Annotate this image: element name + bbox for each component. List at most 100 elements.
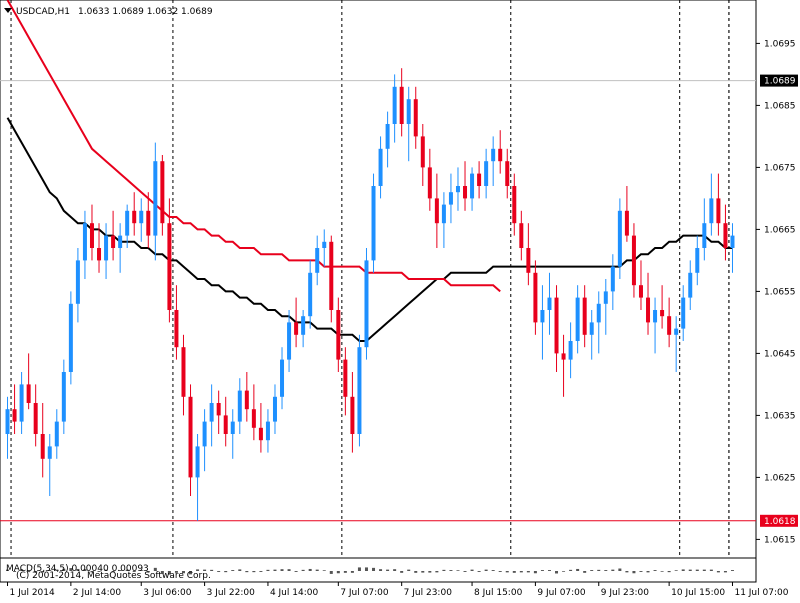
macd-bar [400, 571, 404, 573]
grid-layer [0, 0, 757, 559]
macd-bar [407, 569, 411, 571]
macd-bar [660, 571, 664, 572]
bear-candle [512, 186, 517, 224]
macd-bar [34, 571, 38, 573]
bull-candle [709, 198, 714, 224]
x-tick-label: 9 Jul 07:00 [537, 588, 586, 598]
macd-bar [322, 570, 326, 571]
macd-bar [372, 567, 376, 571]
macd-bar [167, 571, 171, 575]
bull-candle [301, 316, 306, 335]
macd-bar [238, 569, 242, 571]
bear-candle [519, 223, 524, 248]
bear-candle [188, 396, 193, 478]
macd-bar [139, 570, 143, 571]
macd-bar [294, 571, 298, 572]
bear-candle [582, 297, 587, 335]
bull-candle [441, 204, 446, 224]
support-price-label: 1.0618 [764, 517, 796, 527]
bear-candle [477, 173, 482, 186]
bull-candle [392, 86, 397, 124]
bear-candle [463, 186, 468, 199]
macd-bar [477, 571, 481, 572]
current-price-label: 1.0689 [764, 77, 796, 87]
x-tick-label: 9 Jul 23:00 [601, 588, 650, 598]
y-tick-label: 1.0635 [764, 411, 796, 421]
macd-bar [174, 571, 178, 573]
bear-candle [132, 210, 137, 224]
bull-candle [82, 223, 87, 261]
bull-candle [378, 148, 383, 186]
macd-histogram [6, 567, 734, 575]
bear-candle [33, 403, 38, 434]
bull-candle [118, 235, 123, 248]
bear-candle [294, 322, 299, 335]
axis-layer: 1.0695 1.0685 1.0675 1.0665 1.0655 1.0645 1.06… [7, 39, 798, 598]
bear-candle [26, 384, 31, 403]
bull-candle [455, 186, 460, 193]
x-tick-label: 3 Jul 06:00 [143, 588, 192, 598]
macd-bar [611, 569, 615, 571]
macd-bar [350, 571, 354, 573]
macd-bar [125, 569, 129, 571]
macd-bar [456, 570, 460, 571]
macd-bar [695, 569, 699, 571]
macd-bar [62, 568, 66, 571]
bear-candle [244, 390, 249, 410]
bull-candle [695, 248, 700, 273]
bull-candle [125, 210, 130, 236]
macd-bar [266, 569, 270, 571]
macd-bar [716, 571, 720, 573]
bull-candle [280, 359, 285, 397]
bull-candle [653, 310, 658, 323]
macd-bar [217, 571, 221, 572]
bull-candle [540, 310, 545, 323]
macd-bar [512, 571, 516, 573]
macd-bar [245, 571, 249, 573]
bear-candle [258, 427, 263, 441]
macd-bar [470, 569, 474, 571]
macd-bar [83, 569, 87, 571]
x-tick-label: 2 Jul 14:00 [73, 588, 122, 598]
bull-candle [589, 322, 594, 335]
macd-bar [667, 571, 671, 573]
bull-candle [484, 161, 489, 186]
y-tick-label: 1.0665 [764, 225, 796, 235]
x-tick-label: 8 Jul 15:00 [474, 588, 523, 598]
macd-bar [632, 571, 636, 574]
macd-bar [702, 569, 706, 571]
bear-candle [646, 297, 651, 323]
symbol-label: USDCAD,H1 [16, 7, 70, 17]
macd-bar [540, 570, 544, 571]
x-tick-label: 1 Jul 2014 [10, 588, 55, 598]
bear-candle [167, 223, 172, 310]
macd-bar [519, 571, 523, 573]
bear-candle [89, 223, 94, 248]
bear-candle [526, 248, 531, 273]
macd-bar [484, 569, 488, 571]
macd-bar [181, 571, 185, 574]
macd-bar [203, 569, 207, 571]
macd-bar [576, 568, 580, 571]
macd-bar [13, 571, 17, 572]
bear-candle [638, 285, 643, 298]
macd-subwindow[interactable]: MACD(5,34,5) 0.00040 0.00093 (C) 2001-20… [0, 557, 757, 583]
macd-bar [118, 570, 122, 571]
candles-layer [5, 68, 735, 521]
bull-candle [357, 347, 362, 434]
bull-candle [371, 186, 376, 261]
collapse-arrow-icon[interactable] [4, 8, 12, 13]
bear-candle [505, 161, 510, 186]
macd-bar [674, 570, 678, 571]
bull-candle [406, 99, 411, 124]
macd-bar [336, 571, 340, 574]
y-tick-label: 1.0615 [764, 535, 796, 545]
bull-candle [491, 148, 496, 162]
bear-candle [350, 396, 355, 434]
bull-candle [617, 210, 622, 267]
bear-candle [146, 210, 151, 236]
bull-candle [308, 272, 313, 317]
bull-candle [5, 409, 10, 434]
